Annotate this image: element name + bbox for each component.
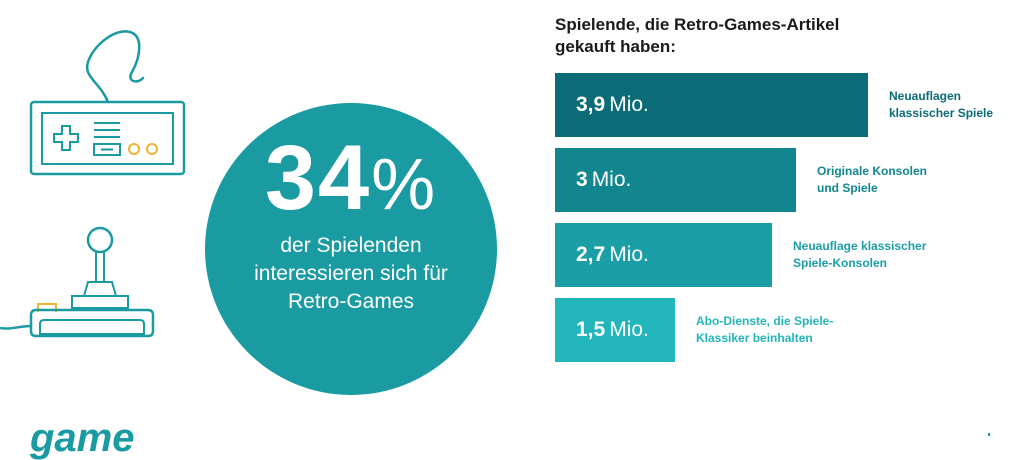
category-label-line: Neuauflagen: [889, 89, 962, 103]
bar-value-unit: Mio.: [591, 168, 632, 191]
bar-value-label: 3 Mio.: [576, 148, 631, 212]
bar-value-unit: Mio.: [609, 243, 649, 266]
bar-value-label: 1,5 Mio.: [576, 298, 649, 362]
bar-value-unit: Mio.: [609, 318, 649, 341]
chart-title-line-1: Spielende, die Retro-Games-Artikel: [555, 15, 840, 34]
category-label: Neuauflagen klassischer Spiele: [889, 88, 1030, 122]
corner-mark: [988, 433, 990, 436]
game-logo: game: [30, 416, 135, 460]
category-label: Originale Konsolen und Spiele: [817, 163, 967, 197]
gamepad-icon: [29, 30, 186, 176]
category-label-line: klassischer Spiele: [889, 106, 994, 120]
bar-original-consoles: [555, 148, 796, 212]
category-label-line: Klassiker beinhalten: [696, 331, 813, 345]
highlight-line-1: der Spielenden: [280, 234, 422, 257]
bar-value-unit: Mio.: [609, 93, 649, 116]
bar-value-number: 1,5: [576, 318, 606, 341]
highlight-text: der Spielenden interessieren sich für Re…: [205, 232, 497, 316]
bar-value-label: 3,9 Mio.: [576, 73, 649, 137]
chart-title: Spielende, die Retro-Games-Artikel gekau…: [555, 14, 875, 58]
chart-title-line-2: gekauft haben:: [555, 37, 676, 56]
highlight-percentage: 34%: [205, 128, 497, 235]
category-label: Abo-Dienste, die Spiele- Klassiker beinh…: [696, 313, 846, 347]
category-label-line: Spiele-Konsolen: [793, 256, 888, 270]
bar-subscription-services: [555, 298, 675, 362]
bar-reissued-consoles: [555, 223, 772, 287]
highlight-unit: %: [371, 145, 438, 225]
bar-value-number: 2,7: [576, 243, 606, 266]
bar-value-label: 2,7 Mio.: [576, 223, 649, 287]
bar-reissued-games: [555, 73, 868, 137]
bar-value-number: 3,9: [576, 93, 606, 116]
category-label: Neuauflage klassischer Spiele-Konsolen: [793, 238, 943, 272]
highlight-line-2: interessieren sich für: [254, 262, 448, 285]
category-label-line: Neuauflage klassischer: [793, 239, 927, 253]
category-label-line: Originale Konsolen: [817, 164, 928, 178]
category-label-line: Abo-Dienste, die Spiele-: [696, 314, 834, 328]
bar-value-number: 3: [576, 168, 588, 191]
highlight-number: 34: [264, 127, 372, 229]
highlight-circle: [205, 103, 497, 395]
highlight-line-3: Retro-Games: [287, 290, 415, 313]
joystick-icon: [0, 226, 155, 338]
category-label-line: und Spiele: [817, 181, 878, 195]
infographic: 34% der Spielenden interessieren sich fü…: [0, 14, 1030, 458]
